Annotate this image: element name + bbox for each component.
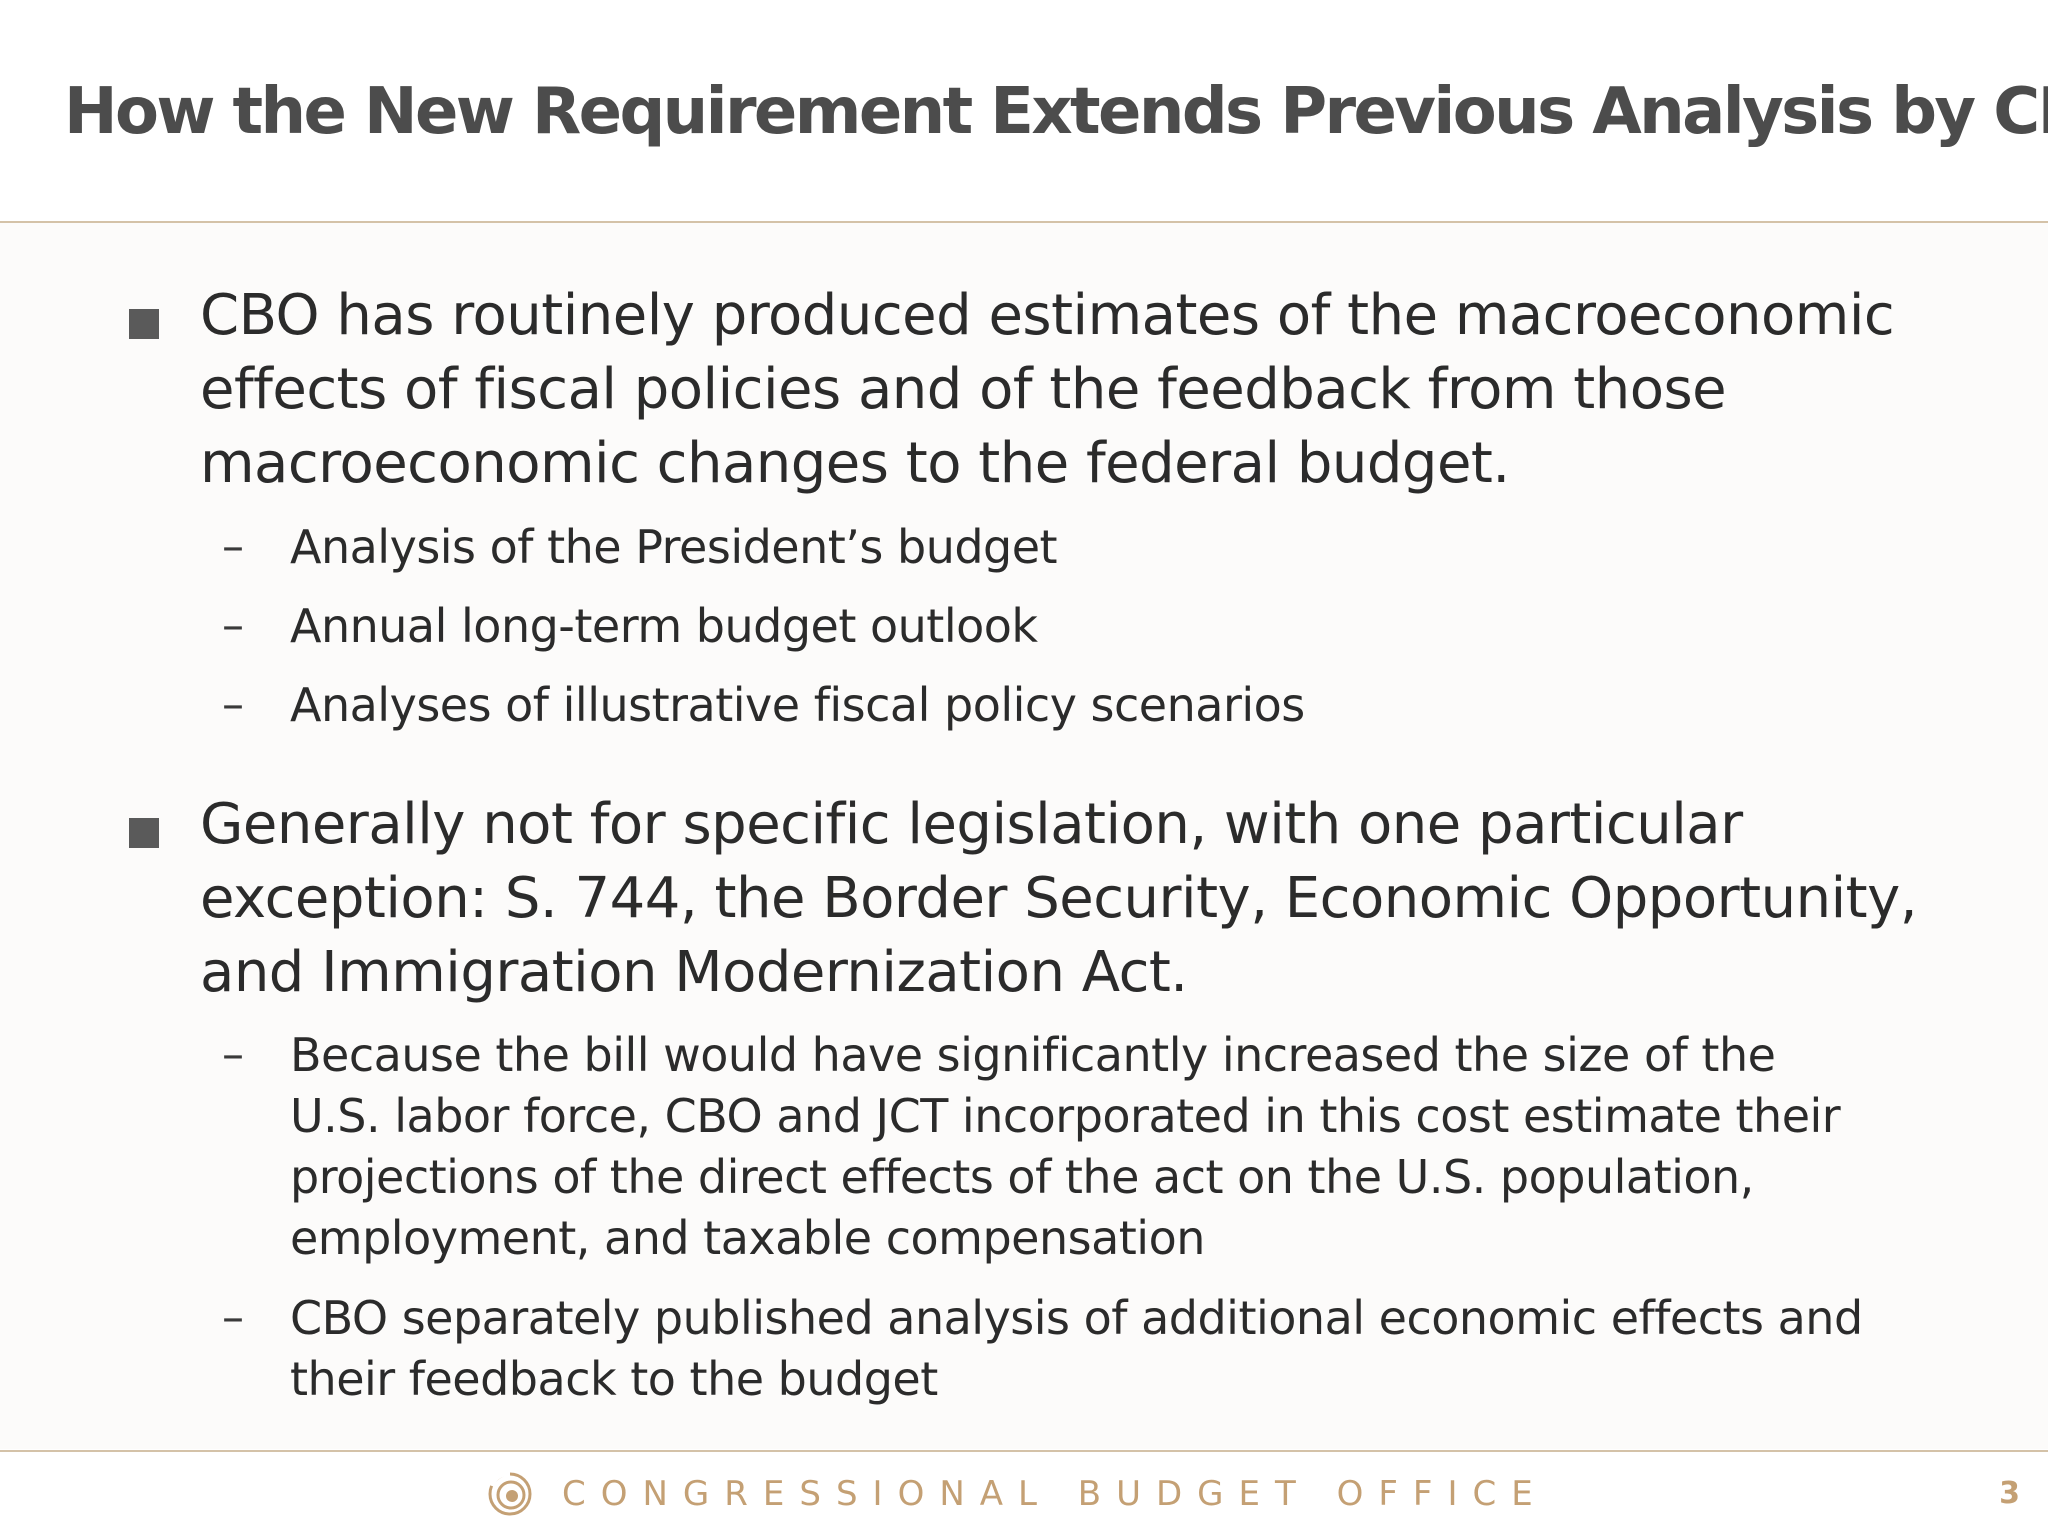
cbo-swirl-logo-icon bbox=[488, 1472, 532, 1516]
bullet-square-icon bbox=[129, 818, 159, 848]
bullet-line: and Immigration Modernization Act. bbox=[200, 940, 1188, 1005]
sub-bullet-text: CBO separately published analysis of add… bbox=[290, 1288, 1990, 1410]
sub-bullet-line: Because the bill would have significantl… bbox=[290, 1028, 1776, 1082]
slide-footer: CONGRESSIONAL BUDGET OFFICE 3 bbox=[0, 1452, 2048, 1536]
bullet-text: Generally not for specific legislation, … bbox=[200, 788, 2000, 1010]
page-number: 3 bbox=[1999, 1476, 2020, 1511]
sub-bullet-line: CBO separately published analysis of add… bbox=[290, 1291, 1863, 1345]
organization-name: CONGRESSIONAL BUDGET OFFICE bbox=[562, 1474, 1548, 1514]
dash-icon: – bbox=[222, 521, 244, 572]
bullet-line: effects of fiscal policies and of the fe… bbox=[200, 357, 1727, 422]
sub-bullet-line: their feedback to the budget bbox=[290, 1352, 938, 1406]
bullet-line: macroeconomic changes to the federal bud… bbox=[200, 431, 1510, 496]
dash-icon: – bbox=[222, 1029, 244, 1080]
sub-bullet-line: Annual long-term budget outlook bbox=[290, 599, 1038, 653]
bullet-line: Generally not for specific legislation, … bbox=[200, 792, 1743, 857]
sub-bullet-line: U.S. labor force, CBO and JCT incorporat… bbox=[290, 1089, 1841, 1143]
sub-bullet-line: employment, and taxable compensation bbox=[290, 1211, 1205, 1265]
bullet-line: CBO has routinely produced estimates of … bbox=[200, 283, 1895, 348]
sub-bullet-line: Analysis of the President’s budget bbox=[290, 520, 1058, 574]
footer-divider bbox=[0, 1450, 2048, 1452]
bullet-square-icon bbox=[129, 309, 159, 339]
slide-title: How the New Requirement Extends Previous… bbox=[64, 75, 2048, 149]
dash-icon: – bbox=[222, 679, 244, 730]
bullet-line: exception: S. 744, the Border Security, … bbox=[200, 866, 1918, 931]
sub-bullet-text: Analysis of the President’s budget bbox=[290, 517, 1990, 578]
sub-bullet-line: Analyses of illustrative fiscal policy s… bbox=[290, 678, 1305, 732]
dash-icon: – bbox=[222, 1292, 244, 1343]
dash-icon: – bbox=[222, 600, 244, 651]
sub-bullet-text: Annual long-term budget outlook bbox=[290, 596, 1990, 657]
sub-bullet-line: projections of the direct effects of the… bbox=[290, 1150, 1754, 1204]
sub-bullet-text: Because the bill would have significantl… bbox=[290, 1025, 1990, 1269]
sub-bullet-text: Analyses of illustrative fiscal policy s… bbox=[290, 675, 1990, 736]
bullet-text: CBO has routinely produced estimates of … bbox=[200, 279, 2000, 501]
slide-header: How the New Requirement Extends Previous… bbox=[0, 0, 2048, 221]
slide-body: CBO has routinely produced estimates of … bbox=[0, 223, 2048, 1449]
header-divider bbox=[0, 221, 2048, 223]
